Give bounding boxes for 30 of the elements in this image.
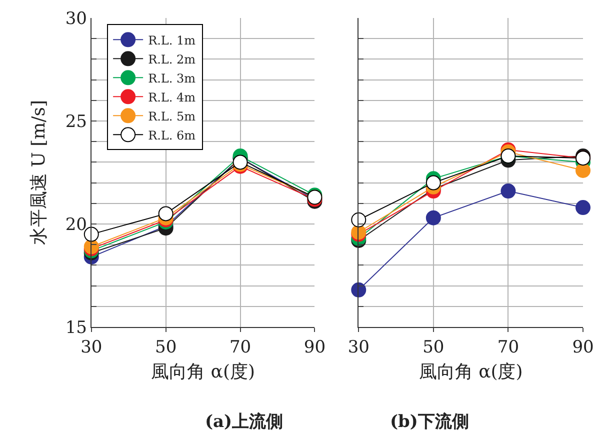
point (158, 206, 174, 222)
x-tick-label: 30 (80, 337, 102, 358)
x-tick-label: 50 (422, 337, 444, 358)
legend-label: R.L. 4m (148, 90, 196, 104)
point (351, 282, 366, 298)
y-tick-label: 15 (65, 318, 87, 338)
x-tick-label: 70 (497, 337, 520, 358)
text: (a)上流側 (205, 412, 284, 432)
point (426, 175, 441, 190)
y-axis-title: 水平風速 U [m/s] (28, 100, 50, 246)
point (500, 184, 516, 199)
x-tick-label: 70 (229, 337, 252, 358)
x-axis-title: 風向角 α(度) (151, 362, 255, 382)
point (576, 200, 591, 216)
legend-label: R.L. 2m (148, 52, 196, 66)
legend-label: R.L. 3m (148, 71, 196, 86)
y-tick-label: 30 (65, 8, 87, 29)
legend-label: R.L. 1m (148, 33, 196, 48)
point (576, 162, 591, 178)
x-tick-label: 30 (348, 337, 370, 358)
x-axis-title: 風向角 α(度) (418, 362, 523, 382)
point (426, 210, 441, 226)
x-tick-label: 50 (155, 337, 177, 358)
legend-label: R.L. 5m (148, 109, 196, 124)
y-tick-label: 20 (65, 214, 87, 235)
legend-label: R.L. 6m (148, 128, 196, 142)
x-tick-label: 90 (304, 337, 326, 358)
text: (b)下流側 (390, 412, 469, 432)
x-tick-label: 90 (572, 337, 594, 358)
y-tick-label: 25 (65, 112, 87, 132)
